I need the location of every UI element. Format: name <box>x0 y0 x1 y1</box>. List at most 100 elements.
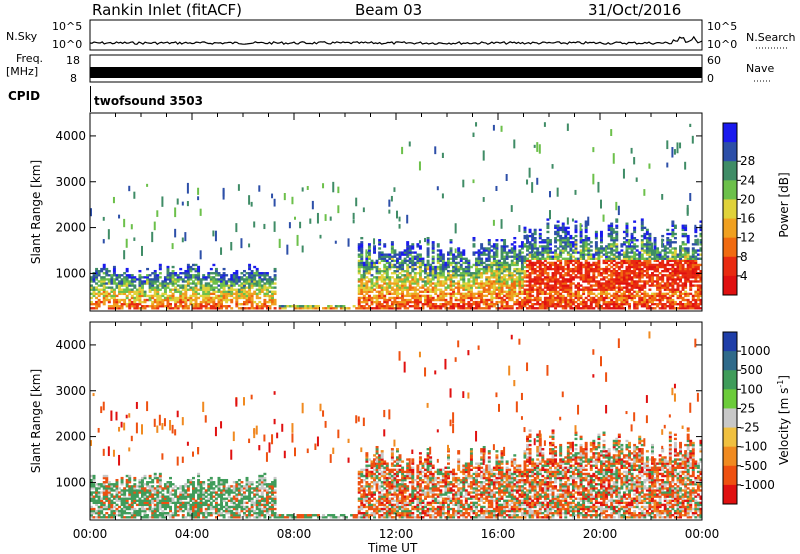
range-gate-cell <box>633 255 637 258</box>
range-gate-cell <box>245 290 249 293</box>
range-gate-cell <box>411 280 415 283</box>
range-gate-cell <box>204 288 208 291</box>
range-gate-cell <box>472 272 476 275</box>
range-gate-cell <box>630 251 634 254</box>
range-gate-cell <box>594 284 598 287</box>
range-gate-cell <box>615 261 619 265</box>
range-gate-cell <box>536 286 540 289</box>
range-gate-cell <box>668 294 672 298</box>
range-gate-cell <box>587 249 591 252</box>
range-gate-cell <box>311 305 315 308</box>
range-gate-cell <box>510 286 514 289</box>
range-gate-cell <box>579 253 583 256</box>
range-gate-cell <box>107 307 111 310</box>
range-gate-cell <box>691 257 695 260</box>
range-gate-cell <box>184 305 188 308</box>
range-gate-cell <box>508 255 512 258</box>
range-gate-cell <box>559 284 563 287</box>
range-gate-cell <box>531 284 535 287</box>
range-gate-cell <box>597 272 601 275</box>
range-gate-cell <box>482 150 485 161</box>
range-gate-cell <box>273 290 277 293</box>
range-gate-cell <box>607 226 611 230</box>
range-gate-cell <box>656 280 660 283</box>
range-gate-cell <box>597 249 601 252</box>
range-gate-cell <box>538 269 542 273</box>
range-gate-cell <box>403 288 407 291</box>
range-gate-cell <box>237 294 241 298</box>
range-gate-cell <box>533 288 537 291</box>
range-gate-cell <box>459 307 463 310</box>
range-gate-cell <box>189 274 193 277</box>
range-gate-cell <box>383 305 387 308</box>
range-gate-cell <box>584 272 588 275</box>
range-gate-cell <box>531 261 535 265</box>
range-gate-cell <box>253 274 257 277</box>
range-gate-cell <box>240 284 244 287</box>
range-gate-cell <box>128 185 131 192</box>
range-gate-cell <box>158 298 162 302</box>
range-gate-cell <box>577 267 580 271</box>
range-gate-cell <box>237 280 241 283</box>
range-gate-cell <box>253 265 257 269</box>
range-gate-cell <box>661 234 665 238</box>
velocity-heatmap <box>90 331 703 519</box>
range-gate-cell <box>673 255 677 258</box>
range-gate-cell <box>390 302 394 306</box>
range-gate-cell <box>587 216 590 226</box>
range-gate-cell <box>192 302 195 306</box>
range-gate-cell <box>546 226 550 230</box>
range-gate-cell <box>202 276 206 279</box>
range-gate-cell <box>615 300 619 304</box>
range-gate-cell <box>528 234 532 238</box>
range-gate-cell <box>561 241 565 244</box>
range-gate-cell <box>684 161 687 170</box>
range-gate-cell <box>396 253 399 256</box>
range-gate-cell <box>120 501 124 505</box>
range-gate-cell <box>658 276 662 279</box>
range-gate-cell <box>500 253 504 256</box>
range-gate-cell <box>105 511 109 515</box>
range-gate-cell <box>681 296 685 300</box>
range-gate-cell <box>390 245 394 248</box>
range-gate-cell <box>684 232 688 236</box>
range-gate-cell <box>406 280 410 283</box>
range-gate-cell <box>105 497 109 500</box>
range-gate-cell <box>209 272 213 275</box>
range-gate-cell <box>589 257 593 260</box>
range-gate-cell <box>643 234 647 238</box>
range-gate-cell <box>439 267 443 271</box>
range-gate-cell <box>273 282 277 285</box>
range-gate-cell <box>696 263 700 267</box>
range-gate-cell <box>523 272 527 275</box>
range-gate-cell <box>166 274 170 277</box>
range-gate-cell <box>184 288 188 291</box>
range-gate-cell <box>579 278 583 281</box>
range-gate-cell <box>605 269 609 273</box>
range-gate-cell <box>485 265 489 269</box>
range-gate-cell <box>370 259 374 263</box>
range-gate-cell <box>401 305 405 308</box>
range-gate-cell <box>638 272 642 275</box>
range-gate-cell <box>653 269 657 273</box>
range-gate-cell <box>526 276 529 279</box>
range-gate-cell <box>666 269 670 273</box>
range-gate-cell <box>528 255 532 258</box>
range-gate-cell <box>406 251 410 254</box>
range-gate-cell <box>396 292 399 296</box>
range-gate-cell <box>477 307 481 310</box>
range-gate-cell <box>566 241 570 244</box>
range-gate-cell <box>383 288 387 291</box>
range-gate-cell <box>630 236 634 240</box>
range-gate-cell <box>505 307 509 310</box>
range-gate-cell <box>551 164 554 169</box>
range-gate-cell <box>439 274 443 277</box>
range-gate-cell <box>151 302 155 306</box>
range-gate-cell <box>260 307 264 310</box>
range-gate-cell <box>112 514 116 517</box>
range-gate-cell <box>385 261 389 265</box>
range-gate-cell <box>197 282 201 285</box>
range-gate-cell <box>628 278 631 281</box>
range-gate-cell <box>416 307 420 310</box>
range-gate-cell <box>666 263 670 267</box>
